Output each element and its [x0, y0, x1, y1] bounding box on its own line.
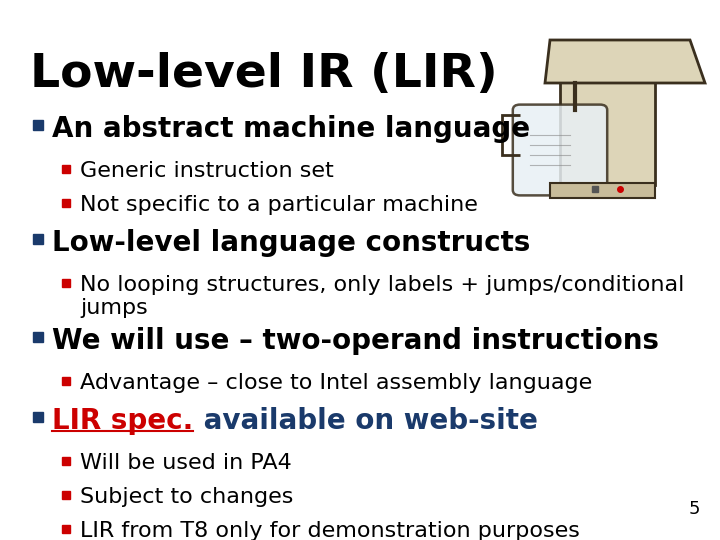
Text: LIR spec.: LIR spec. [52, 407, 193, 435]
Text: LIR from T8 only for demonstration purposes: LIR from T8 only for demonstration purpo… [80, 521, 580, 540]
Text: No looping structures, only labels + jumps/conditional
jumps: No looping structures, only labels + jum… [80, 275, 685, 318]
Text: Advantage – close to Intel assembly language: Advantage – close to Intel assembly lang… [80, 373, 593, 393]
FancyBboxPatch shape [560, 75, 655, 185]
Text: We will use – two-operand instructions: We will use – two-operand instructions [52, 327, 659, 355]
Text: Low-level language constructs: Low-level language constructs [52, 229, 531, 257]
FancyBboxPatch shape [513, 105, 607, 195]
Text: An abstract machine language: An abstract machine language [52, 115, 530, 143]
Text: Generic instruction set: Generic instruction set [80, 161, 334, 181]
Text: Subject to changes: Subject to changes [80, 487, 293, 507]
Text: Low-level IR (LIR): Low-level IR (LIR) [30, 52, 498, 97]
Text: 5: 5 [688, 500, 700, 518]
Text: Will be used in PA4: Will be used in PA4 [80, 453, 292, 473]
Text: Not specific to a particular machine: Not specific to a particular machine [80, 195, 478, 215]
Polygon shape [545, 40, 705, 83]
Bar [550, 183, 655, 198]
Text: available on web-site: available on web-site [194, 407, 538, 435]
